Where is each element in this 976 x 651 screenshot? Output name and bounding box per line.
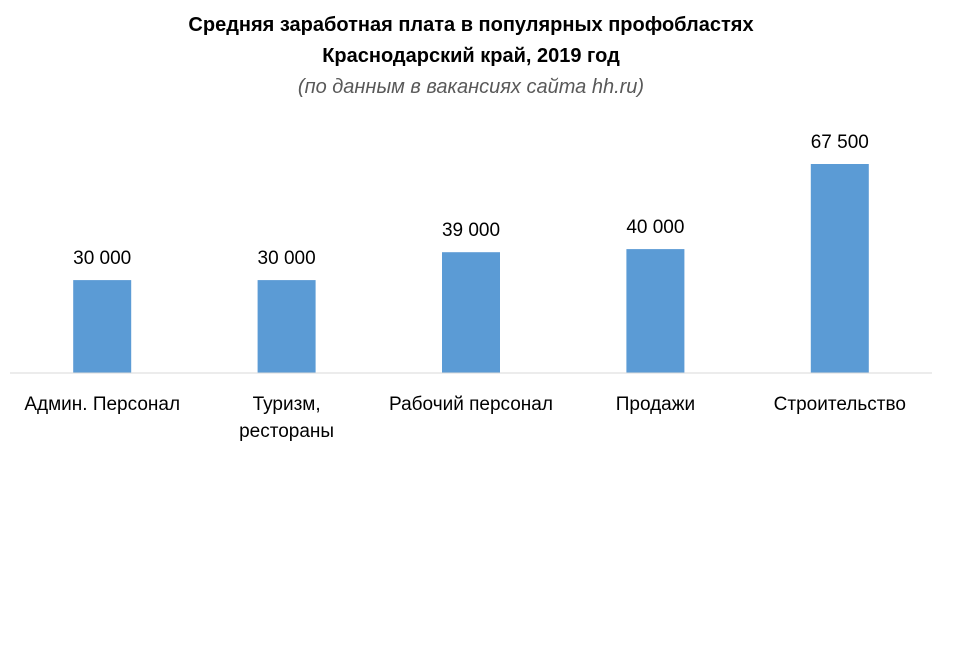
category-label-line: Строительство [774, 394, 906, 415]
chart-title-line-1: Средняя заработная плата в популярных пр… [188, 14, 753, 36]
data-label-4: 40 000 [626, 217, 684, 238]
category-label-line: Рабочий персонал [389, 394, 553, 415]
category-label-1: Админ. Персонал [24, 394, 180, 415]
bars [73, 164, 869, 373]
bar-3 [442, 252, 500, 373]
category-label-line: Продажи [616, 394, 695, 415]
category-label-line: Туризм, [253, 394, 321, 415]
bar-1 [73, 280, 132, 373]
chart-subtitle: (по данным в вакансиях сайта hh.ru) [298, 76, 644, 98]
category-label-line: рестораны [239, 421, 334, 442]
category-label-2: Туризм, рестораны [239, 394, 334, 442]
category-label-4: Продажи [616, 394, 695, 415]
data-label-2: 30 000 [258, 248, 316, 269]
category-labels: Админ. Персонал Туризм, рестораны Рабочий п… [24, 394, 906, 442]
data-label-3: 39 000 [442, 220, 500, 241]
bar-4 [626, 249, 685, 373]
data-label-5: 67 500 [811, 132, 869, 153]
category-label-line: Админ. Персонал [24, 394, 180, 415]
category-label-3: Рабочий персонал [389, 394, 553, 415]
data-labels: 30 000 30 000 39 000 40 000 67 500 [73, 132, 869, 269]
category-label-5: Строительство [774, 394, 906, 415]
chart-title-line-2: Краснодарский край, 2019 год [322, 45, 620, 67]
data-label-1: 30 000 [73, 248, 131, 269]
bar-2 [257, 280, 316, 373]
bar-5 [810, 164, 869, 373]
